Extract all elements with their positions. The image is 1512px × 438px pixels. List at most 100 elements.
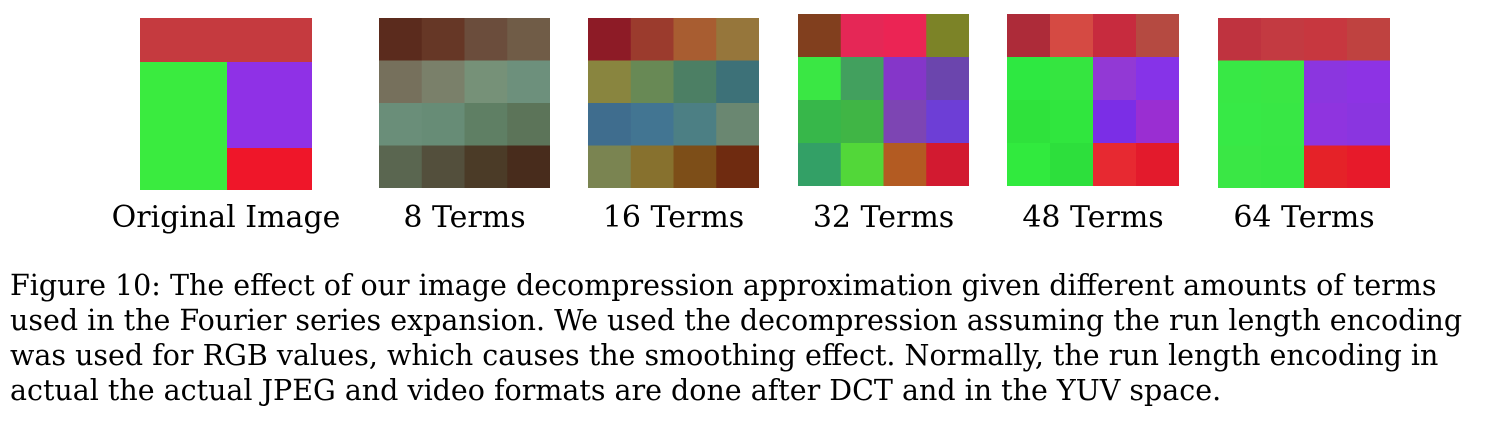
grid-cell xyxy=(1347,60,1390,104)
grid-cell xyxy=(1093,14,1137,58)
panel-64-terms: 64 Terms xyxy=(1218,14,1390,235)
reconstruction-32-terms xyxy=(798,14,969,186)
grid-cell xyxy=(630,145,675,188)
grid-cell xyxy=(588,60,632,104)
grid-cell xyxy=(588,145,632,188)
original-right-top-block xyxy=(227,62,312,148)
grid-cell xyxy=(379,103,423,147)
grid-cell xyxy=(1218,145,1262,188)
grid-cell xyxy=(1007,57,1051,101)
grid-cell xyxy=(926,14,969,58)
grid-cell xyxy=(798,143,842,186)
grid-cell xyxy=(630,103,675,147)
grid-cell xyxy=(883,100,927,144)
grid-cell xyxy=(1136,57,1179,101)
grid-cell xyxy=(840,14,885,58)
grid-cell xyxy=(464,18,508,62)
figure-caption: Figure 10: The effect of our image decom… xyxy=(10,268,1505,408)
grid-cell xyxy=(716,103,759,147)
grid-cell xyxy=(1218,18,1262,62)
grid-cell xyxy=(1304,103,1348,147)
grid-cell xyxy=(1304,145,1348,188)
grid-cell xyxy=(926,143,969,186)
grid-cell xyxy=(1347,103,1390,147)
grid-cell xyxy=(1007,100,1051,144)
grid-cell xyxy=(1261,103,1305,147)
grid-cell xyxy=(1093,57,1137,101)
grid-cell xyxy=(421,103,466,147)
panel-48-terms: 48 Terms xyxy=(1007,14,1179,235)
grid-cell xyxy=(883,143,927,186)
original-right-bottom-block xyxy=(227,148,312,190)
grid-cell xyxy=(716,18,759,62)
panel-label-32-terms: 32 Terms xyxy=(812,200,955,235)
caption-line-2: used in the Fourier series expansion. We… xyxy=(10,304,1463,337)
grid-cell xyxy=(716,145,759,188)
grid-cell xyxy=(464,60,508,104)
grid-cell xyxy=(673,103,717,147)
grid-cell xyxy=(379,145,423,188)
grid-cell xyxy=(421,18,466,62)
grid-cell xyxy=(673,145,717,188)
grid-cell xyxy=(1050,143,1094,186)
grid-cell xyxy=(1007,14,1051,58)
grid-cell xyxy=(507,145,550,188)
grid-cell xyxy=(1050,100,1094,144)
grid-cell xyxy=(379,60,423,104)
panel-original-image: Original Image xyxy=(112,14,340,235)
grid-cell xyxy=(464,145,508,188)
grid-cell xyxy=(1218,60,1262,104)
grid-cell xyxy=(798,14,842,58)
panel-label-16-terms: 16 Terms xyxy=(602,200,745,235)
panel-label-48-terms: 48 Terms xyxy=(1022,200,1164,235)
grid-cell xyxy=(926,100,969,144)
grid-cell xyxy=(1050,57,1094,101)
grid-cell xyxy=(1050,14,1094,58)
caption-line-3: was used for RGB values, which causes th… xyxy=(10,339,1439,372)
panel-16-terms: 16 Terms xyxy=(588,14,759,235)
panel-8-terms: 8 Terms xyxy=(379,14,550,235)
original-image xyxy=(140,18,312,190)
caption-line-4: actual the actual JPEG and video formats… xyxy=(10,374,1222,407)
grid-cell xyxy=(883,57,927,101)
grid-cell xyxy=(507,103,550,147)
grid-cell xyxy=(1261,18,1305,62)
grid-cell xyxy=(464,103,508,147)
grid-cell xyxy=(1093,100,1137,144)
grid-cell xyxy=(840,143,885,186)
grid-cell xyxy=(840,100,885,144)
grid-cell xyxy=(379,18,423,62)
panel-label-original: Original Image xyxy=(111,200,341,235)
reconstruction-16-terms xyxy=(588,18,759,188)
caption-line-1: Figure 10: The effect of our image decom… xyxy=(10,269,1437,302)
grid-cell xyxy=(421,60,466,104)
grid-cell xyxy=(883,14,927,58)
grid-cell xyxy=(1218,103,1262,147)
panel-label-8-terms: 8 Terms xyxy=(403,200,526,235)
grid-cell xyxy=(630,60,675,104)
panel-32-terms: 32 Terms xyxy=(798,14,969,235)
reconstruction-64-terms xyxy=(1218,18,1390,188)
grid-cell xyxy=(840,57,885,101)
grid-cell xyxy=(1093,143,1137,186)
reconstruction-48-terms xyxy=(1007,14,1179,186)
grid-cell xyxy=(630,18,675,62)
grid-cell xyxy=(673,18,717,62)
grid-cell xyxy=(1136,14,1179,58)
grid-cell xyxy=(798,57,842,101)
grid-cell xyxy=(1007,143,1051,186)
grid-cell xyxy=(1347,18,1390,62)
original-left-block xyxy=(140,62,227,190)
grid-cell xyxy=(1347,145,1390,188)
grid-cell xyxy=(673,60,717,104)
grid-cell xyxy=(588,103,632,147)
grid-cell xyxy=(1136,100,1179,144)
grid-cell xyxy=(507,18,550,62)
panel-label-64-terms: 64 Terms xyxy=(1233,200,1375,235)
grid-cell xyxy=(1304,60,1348,104)
grid-cell xyxy=(1136,143,1179,186)
grid-cell xyxy=(798,100,842,144)
grid-cell xyxy=(507,60,550,104)
grid-cell xyxy=(1261,145,1305,188)
grid-cell xyxy=(421,145,466,188)
